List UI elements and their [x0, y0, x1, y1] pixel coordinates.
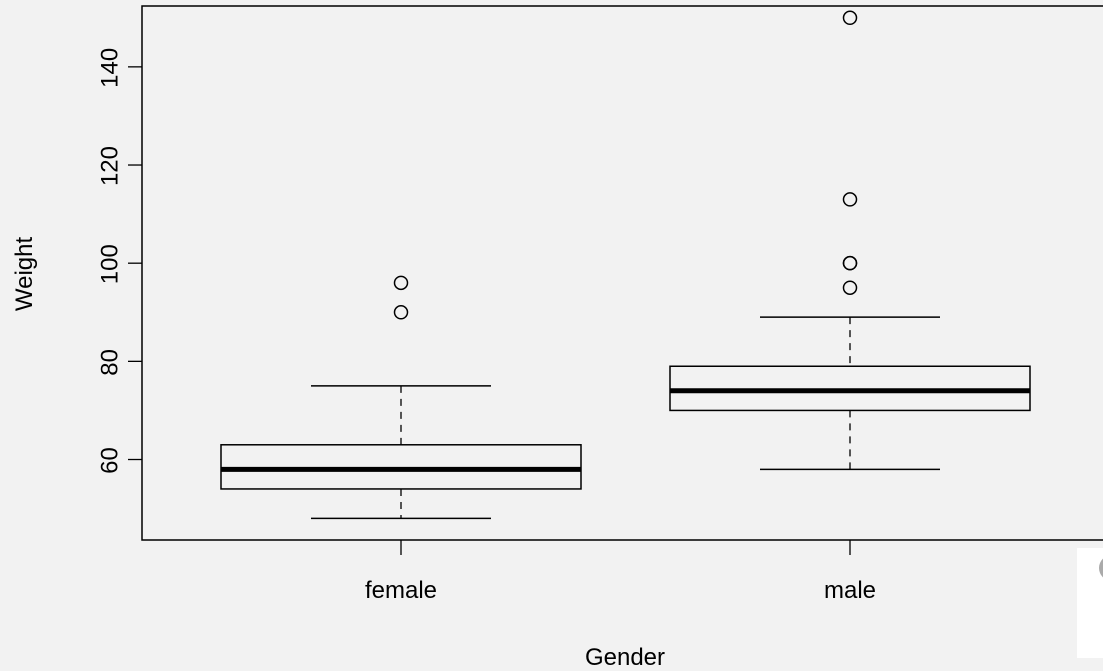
- plot-frame: [141, 5, 1103, 541]
- outlier-point: [842, 255, 858, 271]
- y-tick-label: 100: [96, 244, 123, 284]
- outlier-point: [842, 280, 858, 295]
- corner-edge-mark: [1099, 558, 1103, 578]
- y-tick-label: 120: [96, 146, 123, 186]
- y-axis-label: Weight: [11, 237, 38, 312]
- corner-white-panel: [1077, 548, 1103, 658]
- y-tick-label: 80: [96, 349, 123, 376]
- outlier-point: [842, 192, 858, 207]
- x-tick-label: female: [365, 577, 437, 604]
- y-tick-label: 140: [96, 48, 123, 88]
- plot-layer: 60 80 100 120 140 female male: [96, 5, 1103, 604]
- outlier-point: [393, 305, 409, 320]
- outlier-point: [842, 10, 858, 26]
- x-axis-label: Gender: [585, 644, 665, 671]
- x-tick-label: male: [824, 577, 876, 604]
- outlier-point: [393, 275, 409, 291]
- y-tick-label: 60: [96, 447, 123, 474]
